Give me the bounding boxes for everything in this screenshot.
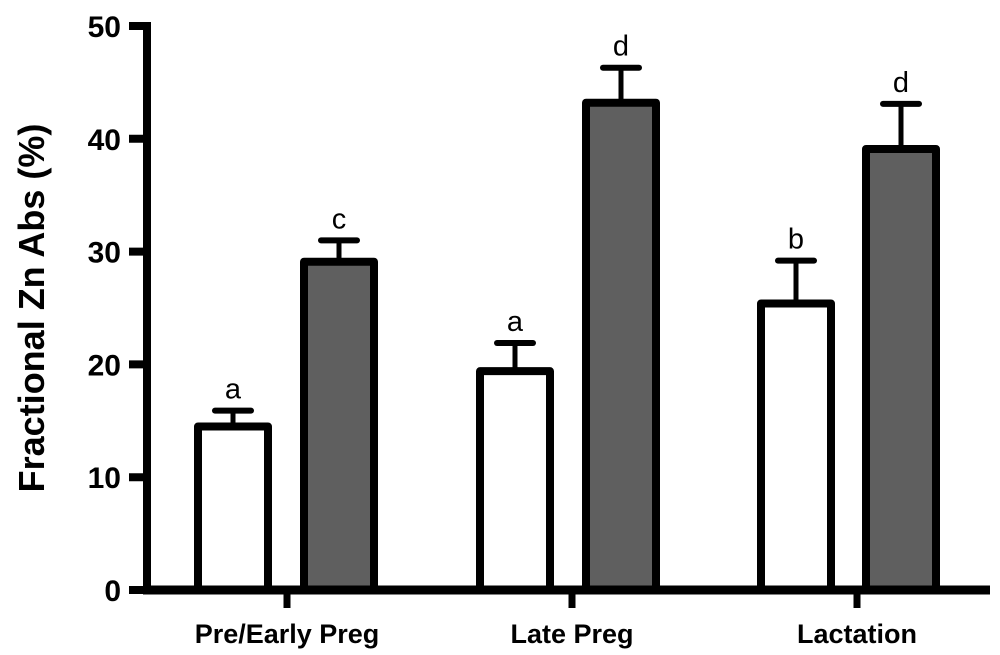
significance-label: a: [225, 374, 242, 406]
bars: a a b c d d: [194, 31, 940, 594]
bar-rect: [194, 422, 272, 594]
y-tick-label: 10: [88, 462, 121, 495]
y-axis-title: Fractional Zn Abs (%): [11, 124, 52, 493]
significance-label: c: [332, 203, 347, 235]
x-axis-labels: Pre/Early Preg Late Preg Lactation: [195, 590, 917, 649]
y-tick-label: 30: [88, 237, 121, 270]
x-category-label: Pre/Early Preg: [195, 619, 380, 649]
y-tick-label: 40: [88, 124, 121, 157]
x-category-label: Late Preg: [510, 619, 633, 649]
y-tick-label: 50: [88, 11, 121, 44]
bar-rect: [862, 144, 940, 594]
significance-label: d: [613, 31, 629, 63]
bar-gray-pre-early-preg: c: [300, 203, 378, 594]
bar-rect: [582, 98, 660, 594]
bar-rect: [300, 257, 378, 594]
bar-gray-lactation: d: [862, 67, 940, 594]
bar-gray-late-preg: d: [582, 31, 660, 594]
bar-rect: [476, 367, 554, 594]
x-category-label: Lactation: [797, 619, 917, 649]
bar-rect: [757, 299, 835, 594]
y-tick-label: 20: [88, 349, 121, 382]
bar-white-pre-early-preg: a: [194, 374, 272, 594]
significance-label: a: [507, 306, 524, 338]
bar-white-late-preg: a: [476, 306, 554, 594]
significance-label: b: [788, 224, 804, 256]
y-axis-ticks: 0 10 20 30 40 50: [88, 11, 147, 608]
significance-label: d: [893, 67, 909, 99]
y-tick-label: 0: [104, 575, 121, 608]
bar-white-lactation: b: [757, 224, 835, 594]
y-axis-label: Fractional Zn Abs (%): [11, 124, 52, 493]
